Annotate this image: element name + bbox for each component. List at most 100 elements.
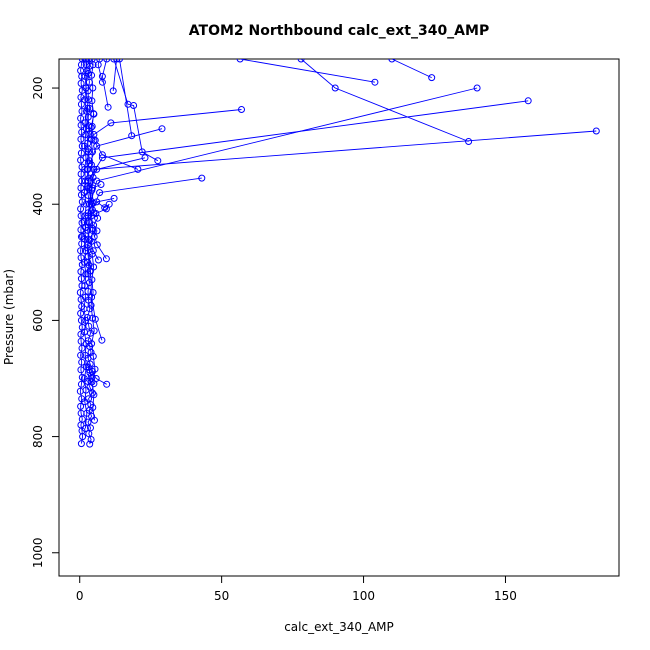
data-point	[77, 402, 85, 410]
data-point	[85, 96, 92, 104]
data-point	[83, 125, 90, 133]
data-point	[90, 221, 98, 229]
data-point	[93, 177, 101, 185]
data-point	[77, 149, 85, 157]
data-point	[97, 181, 105, 188]
data-point	[89, 226, 96, 234]
data-series	[109, 59, 121, 95]
data-point	[88, 340, 96, 348]
y-axis: 200 400 600 800 1000	[31, 77, 60, 569]
series-line	[101, 59, 109, 108]
data-point	[83, 67, 91, 75]
data-point	[80, 189, 88, 197]
series-line	[85, 59, 103, 341]
data-series	[84, 363, 98, 388]
data-series	[90, 194, 118, 241]
data-point	[84, 177, 92, 185]
data-point	[77, 121, 85, 129]
data-series	[116, 59, 136, 140]
series-line	[112, 59, 118, 91]
data-point	[110, 59, 118, 63]
data-point	[86, 440, 94, 448]
data-point	[94, 214, 102, 222]
data-point	[78, 107, 86, 115]
data-point	[158, 125, 166, 133]
data-series	[84, 97, 532, 217]
data-series	[297, 59, 473, 145]
data-point	[102, 255, 110, 263]
data-series	[87, 110, 99, 144]
data-point	[95, 256, 102, 264]
data-point	[82, 154, 90, 162]
data-point	[77, 79, 85, 87]
data-point	[89, 389, 96, 397]
data-point	[236, 59, 244, 63]
data-point	[81, 328, 88, 336]
data-point	[93, 227, 101, 235]
data-point	[77, 330, 85, 338]
series-line	[93, 140, 139, 170]
data-point	[98, 151, 106, 159]
data-point	[77, 309, 85, 317]
data-point	[78, 128, 86, 136]
data-point	[90, 110, 98, 118]
data-point	[102, 205, 110, 213]
data-point	[138, 148, 146, 156]
data-point	[98, 336, 106, 344]
x-tick-label: 150	[494, 589, 517, 603]
data-point	[90, 209, 98, 217]
data-point	[77, 212, 85, 220]
series-line	[391, 59, 432, 79]
data-point	[91, 416, 98, 424]
data-point	[90, 391, 98, 399]
data-series	[89, 226, 110, 263]
y-axis-label: Pressure (mbar)	[2, 269, 16, 365]
data-point	[388, 59, 396, 63]
series-line	[97, 59, 103, 83]
data-point	[90, 327, 98, 335]
data-point	[78, 344, 86, 352]
data-point	[124, 100, 132, 108]
data-series	[388, 59, 436, 82]
data-point	[79, 232, 87, 240]
data-point	[113, 59, 121, 63]
data-point	[91, 136, 99, 144]
data-point	[78, 198, 86, 206]
data-point	[96, 59, 104, 63]
data-point	[81, 351, 89, 359]
data-point	[84, 363, 92, 371]
data-point	[87, 301, 95, 309]
data-point	[81, 398, 89, 406]
data-point	[104, 103, 112, 111]
data-point	[84, 182, 92, 190]
data-point	[103, 380, 111, 388]
series-line	[90, 114, 96, 141]
data-point	[77, 366, 85, 374]
x-axis: 0 50 100 150	[76, 575, 517, 603]
data-point	[88, 293, 96, 301]
series-line	[240, 59, 375, 83]
data-point	[77, 380, 85, 388]
data-point	[80, 218, 88, 226]
data-point	[82, 340, 90, 348]
data-point	[84, 258, 92, 266]
data-point	[473, 84, 481, 92]
series-layer	[76, 59, 600, 448]
data-point	[85, 322, 93, 330]
series-line	[92, 230, 107, 260]
series-line	[87, 100, 529, 213]
data-point	[77, 170, 85, 178]
data-point	[116, 59, 123, 63]
data-point	[83, 165, 91, 173]
series-line	[87, 262, 91, 272]
data-point	[78, 142, 86, 150]
data-point	[77, 275, 85, 283]
data-point	[592, 127, 600, 135]
data-series	[86, 236, 102, 264]
data-point	[81, 96, 89, 104]
y-tick-label: 1000	[31, 538, 45, 569]
data-point	[96, 189, 104, 197]
data-point	[85, 59, 93, 63]
data-point	[77, 205, 85, 213]
